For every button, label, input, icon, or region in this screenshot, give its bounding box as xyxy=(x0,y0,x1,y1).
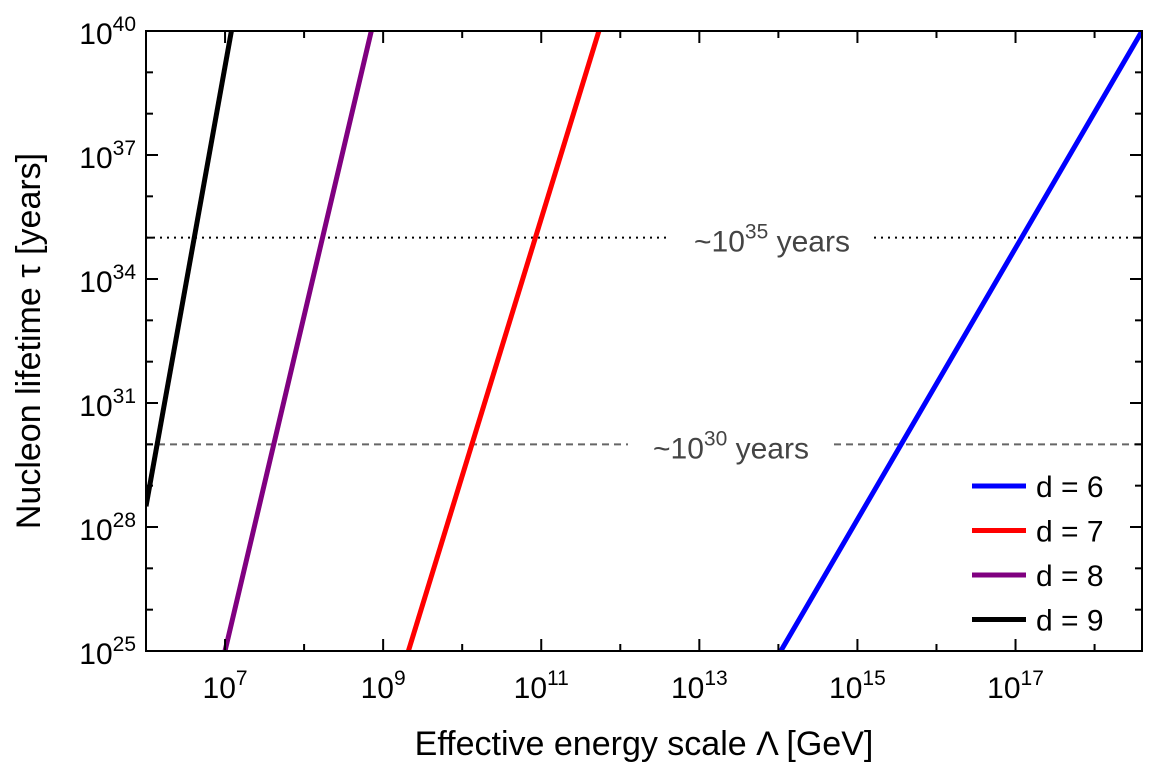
x-tick-label: 107 xyxy=(203,667,248,705)
y-tick-base: 10 xyxy=(79,638,112,671)
legend-label: d = 9 xyxy=(1036,605,1104,638)
y-tick-base: 10 xyxy=(79,266,112,299)
y-tick-base: 10 xyxy=(79,390,112,423)
x-tick-exponent: 9 xyxy=(394,667,406,690)
y-tick-base: 10 xyxy=(79,142,112,175)
y-tick-label: 1028 xyxy=(79,509,136,547)
series-line xyxy=(146,31,234,507)
x-tick-label: 1013 xyxy=(671,667,728,705)
series-lines xyxy=(146,31,1142,651)
y-tick-label: 1031 xyxy=(79,385,136,423)
series-line xyxy=(778,31,1142,651)
legend-label: d = 8 xyxy=(1036,560,1104,593)
x-tick-base: 10 xyxy=(829,672,862,705)
x-tick-base: 10 xyxy=(361,672,394,705)
y-axis-title: Nucleon lifetime τ [years] xyxy=(10,153,48,529)
x-tick-base: 10 xyxy=(987,672,1020,705)
x-axis-title: Effective energy scale Λ [GeV] xyxy=(415,725,874,763)
legend-label: d = 7 xyxy=(1036,516,1104,549)
y-tick-exponent: 25 xyxy=(113,633,136,656)
y-tick-label: 1034 xyxy=(79,261,136,299)
reference-label: ~1035 years xyxy=(694,221,850,259)
x-tick-label: 1017 xyxy=(987,667,1044,705)
y-tick-exponent: 28 xyxy=(113,509,136,532)
y-tick-exponent: 34 xyxy=(113,261,137,284)
x-tick-label: 109 xyxy=(361,667,406,705)
reference-lines: ~1035 years ~1030 years xyxy=(146,221,1142,465)
y-tick-label: 1037 xyxy=(79,137,136,175)
x-tick-exponent: 11 xyxy=(547,667,569,690)
x-tick-exponent: 7 xyxy=(236,667,248,690)
x-tick-label: 1015 xyxy=(829,667,886,705)
plot-frame xyxy=(145,30,1143,652)
legend-label: d = 6 xyxy=(1036,471,1104,504)
series-line xyxy=(406,31,602,651)
y-tick-exponent: 37 xyxy=(113,137,136,160)
reference-label: ~1030 years xyxy=(653,427,809,465)
series-line xyxy=(222,31,374,651)
y-tick-label: 1040 xyxy=(79,13,136,51)
y-tick-exponent: 40 xyxy=(113,13,136,36)
y-tick-label: 1025 xyxy=(79,633,136,671)
y-tick-exponent: 31 xyxy=(113,385,136,408)
y-tick-base: 10 xyxy=(79,514,112,547)
tick-labels: 107 109 1011 1013 1015 1017102510281031103410… xyxy=(79,13,1044,705)
x-tick-base: 10 xyxy=(203,672,236,705)
x-tick-label: 1011 xyxy=(514,667,569,705)
x-tick-exponent: 15 xyxy=(862,667,885,690)
x-tick-exponent: 17 xyxy=(1021,667,1044,690)
y-tick-base: 10 xyxy=(79,18,112,51)
legend: d = 6 d = 7 d = 8 d = 9 xyxy=(972,471,1104,638)
x-tick-base: 10 xyxy=(671,672,704,705)
x-tick-exponent: 13 xyxy=(704,667,727,690)
x-tick-base: 10 xyxy=(514,672,547,705)
